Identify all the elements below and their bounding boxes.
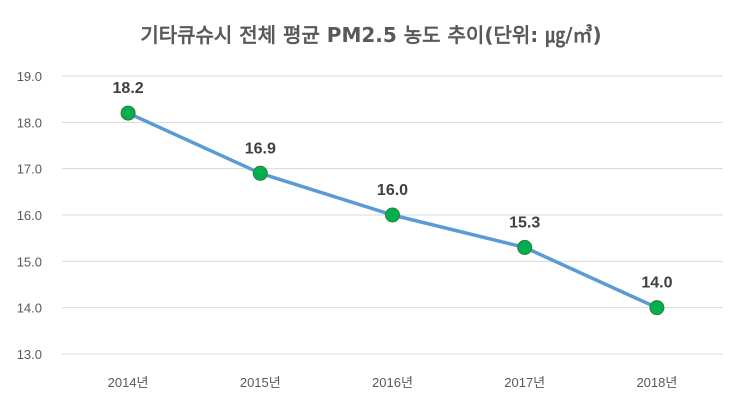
- x-tick-label: 2018년: [636, 375, 677, 390]
- data-labels: 18.2 16.9 16.0 15.3 14.0: [113, 80, 673, 292]
- x-tick-label: 2016년: [372, 375, 413, 390]
- y-tick-label: 13.0: [17, 347, 42, 362]
- y-tick-label: 14.0: [17, 301, 42, 316]
- y-tick-label: 17.0: [17, 162, 42, 177]
- data-point-marker: [252, 165, 268, 181]
- series-line: [120, 105, 665, 316]
- y-tick-label: 19.0: [17, 69, 42, 84]
- data-point-marker: [649, 300, 665, 316]
- x-axis-ticks: 2014년 2015년 2016년 2017년 2018년: [108, 375, 678, 390]
- x-tick-label: 2017년: [504, 375, 545, 390]
- data-label: 15.3: [509, 214, 540, 231]
- data-point-marker: [517, 239, 533, 255]
- y-tick-label: 18.0: [17, 115, 42, 130]
- y-tick-label: 15.0: [17, 254, 42, 269]
- chart-title: 기타큐슈시 전체 평균 PM2.5 농도 추이(단위: ㎍/㎥): [140, 23, 601, 48]
- data-label: 18.2: [113, 80, 144, 97]
- data-label: 16.9: [245, 140, 276, 157]
- gridlines: [62, 75, 723, 355]
- x-tick-label: 2014년: [108, 375, 149, 390]
- x-tick-label: 2015년: [240, 375, 281, 390]
- y-tick-label: 16.0: [17, 208, 42, 223]
- data-label: 16.0: [377, 182, 408, 199]
- data-point-marker: [120, 105, 136, 121]
- data-label: 14.0: [641, 275, 672, 292]
- data-point-marker: [385, 207, 400, 223]
- y-axis-ticks: 13.0 14.0 15.0 16.0 17.0 18.0 19.0: [17, 69, 42, 362]
